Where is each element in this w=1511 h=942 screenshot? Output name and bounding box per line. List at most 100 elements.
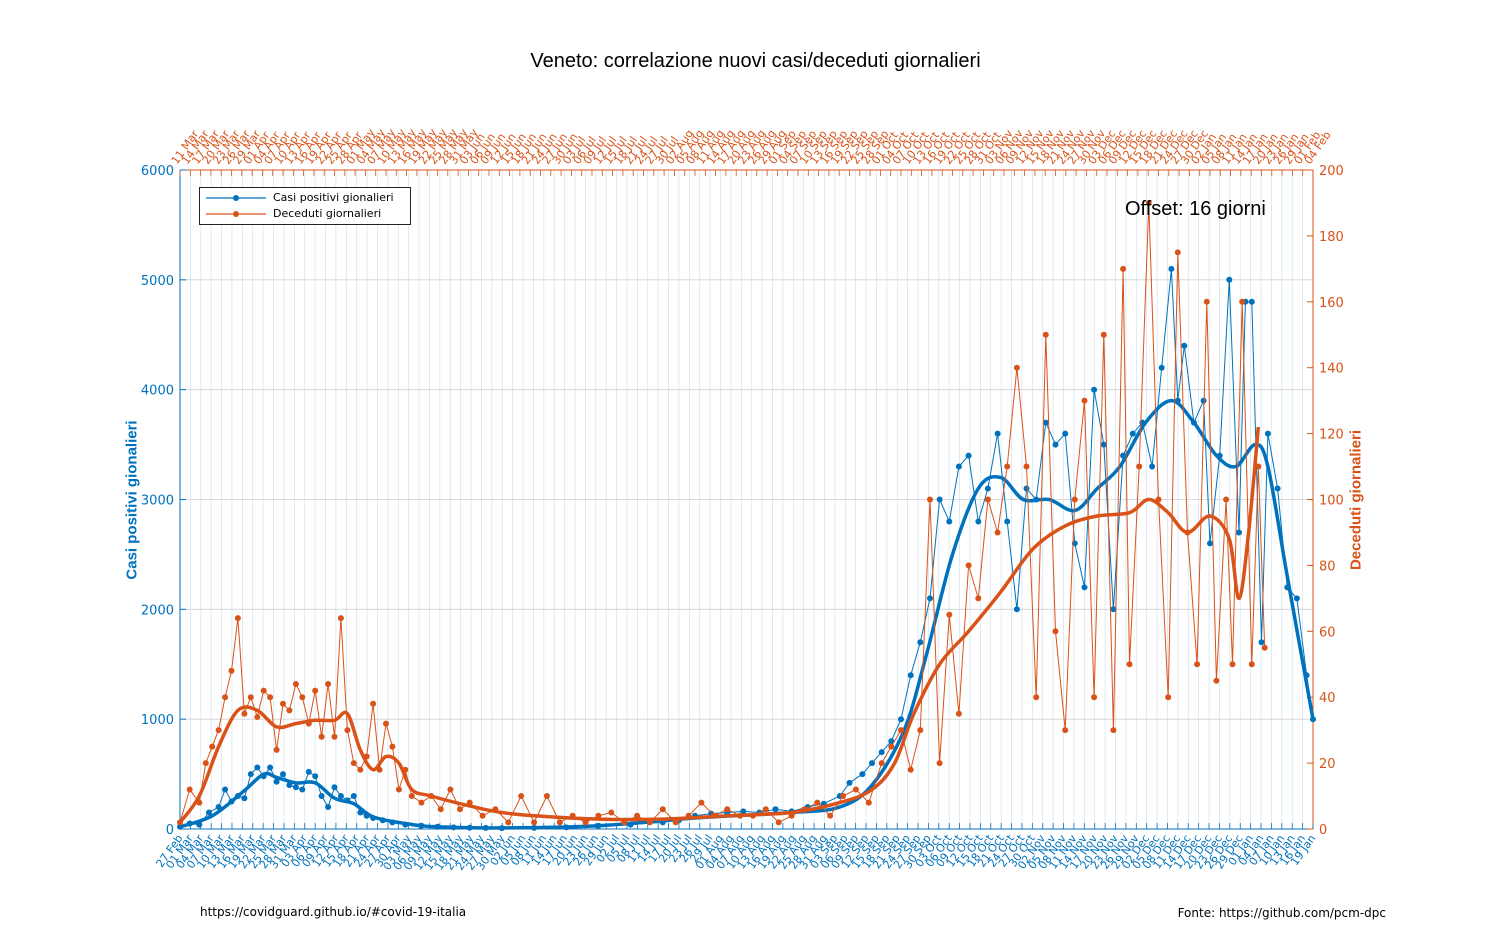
- series-cases-point: [280, 771, 286, 778]
- y-tick-label-right: 40: [1319, 691, 1336, 706]
- series-deaths-point: [595, 812, 602, 819]
- series-deaths-point: [1194, 661, 1201, 668]
- y-axis-right-label: Deceduti giornalieri: [1347, 429, 1365, 571]
- series-deaths-point: [370, 700, 377, 707]
- y-tick-label-left: 3000: [141, 494, 174, 509]
- series-deaths-point: [383, 720, 389, 727]
- series-cases-point: [907, 672, 914, 679]
- series-cases-point: [946, 518, 953, 525]
- series-deaths-point: [840, 793, 847, 799]
- series-deaths-point: [209, 743, 216, 750]
- y-tick-label-right: 80: [1319, 559, 1336, 574]
- series-cases-point: [917, 639, 924, 646]
- series-cases-point: [1158, 364, 1165, 371]
- series-cases-point: [740, 808, 747, 815]
- series-deaths-point: [437, 806, 444, 813]
- y-tick-label-right: 60: [1319, 625, 1336, 640]
- series-cases-point: [1100, 441, 1107, 448]
- series-cases-point: [772, 806, 779, 813]
- series-deaths-point: [331, 733, 338, 740]
- series-cases-point: [247, 771, 254, 778]
- series-deaths-point: [389, 743, 396, 750]
- series-cases-point: [869, 760, 875, 767]
- y-tick-label-left: 4000: [141, 384, 174, 399]
- series-cases-point: [337, 793, 344, 799]
- series-deaths-point: [927, 496, 933, 503]
- series-cases-point: [1110, 606, 1117, 613]
- series-cases-point: [1258, 639, 1265, 646]
- series-deaths-point: [1136, 463, 1143, 470]
- series-deaths-point: [1255, 463, 1262, 470]
- series-deaths-point: [247, 694, 254, 701]
- series-deaths-point: [299, 694, 306, 701]
- series-deaths-point: [1004, 463, 1011, 470]
- series-deaths-point: [672, 819, 679, 826]
- series-cases-smooth-line: [179, 398, 1315, 830]
- series-cases-point: [878, 749, 885, 756]
- legend-swatch-deaths: [206, 211, 266, 217]
- legend-item-cases: Casi positivi gionalieri: [200, 190, 410, 206]
- y-tick-label-right: 140: [1319, 362, 1344, 377]
- series-deaths-point: [337, 615, 344, 622]
- series-deaths-point: [556, 819, 563, 826]
- y-tick-label-left: 5000: [141, 274, 174, 289]
- series-deaths-point: [659, 806, 666, 813]
- series-deaths-point: [344, 727, 351, 734]
- y-tick-label-right: 160: [1319, 296, 1344, 311]
- series-deaths-point: [254, 714, 261, 720]
- series-deaths-point: [350, 760, 357, 767]
- offset-annotation: Offset: 16 giorni: [1125, 198, 1266, 220]
- series-deaths-point: [888, 743, 895, 750]
- series-cases-point: [1274, 485, 1281, 492]
- series-deaths-point: [202, 760, 209, 767]
- series-cases-point: [1091, 386, 1098, 393]
- series-cases-point: [1052, 441, 1059, 448]
- series-deaths-point: [292, 681, 299, 687]
- series-deaths-point: [1013, 364, 1020, 371]
- series-cases-point: [267, 764, 274, 771]
- series-deaths-point: [582, 819, 589, 826]
- series-deaths-point: [1062, 727, 1069, 734]
- series-cases-point: [965, 452, 972, 459]
- series-deaths-point: [984, 496, 991, 503]
- series-deaths-point: [408, 793, 415, 799]
- series-deaths-point: [222, 694, 229, 701]
- series-deaths-point: [518, 793, 525, 799]
- y-tick-label-left: 2000: [141, 603, 174, 618]
- series-deaths-point: [1100, 331, 1107, 338]
- series-deaths-point: [762, 806, 769, 813]
- series-cases-point: [1042, 419, 1049, 426]
- legend-label-cases: Casi positivi gionalieri: [273, 191, 394, 204]
- y-axis-left-label: Casi positivi gionalieri: [123, 420, 141, 580]
- series-deaths-point: [286, 707, 293, 714]
- series-deaths-point: [946, 611, 953, 618]
- series-deaths-point: [267, 694, 274, 701]
- series-cases-point: [305, 768, 312, 775]
- series-cases-point: [1248, 298, 1255, 305]
- series-deaths-point: [273, 746, 280, 753]
- series-cases-point: [292, 784, 299, 791]
- y-tick-label-left: 6000: [141, 164, 174, 179]
- series-cases-point: [994, 430, 1001, 437]
- series-deaths-point: [814, 799, 821, 806]
- series-deaths-point: [357, 766, 364, 773]
- series-deaths-point: [325, 681, 332, 687]
- series-cases-point: [206, 809, 212, 816]
- y-tick-label-right: 200: [1319, 164, 1344, 179]
- series-cases-point: [1236, 529, 1242, 536]
- footer-source-right[interactable]: Fonte: https://github.com/pcm-dpc: [1177, 906, 1386, 920]
- series-cases-point: [1062, 430, 1069, 437]
- series-deaths-point: [936, 760, 943, 767]
- series-cases-point: [1004, 518, 1011, 525]
- footer-source-left[interactable]: https://covidguard.github.io/#covid-19-i…: [200, 905, 467, 919]
- series-deaths-point: [312, 687, 319, 694]
- series-cases-point: [888, 738, 895, 745]
- series-deaths-point: [975, 595, 982, 602]
- series-cases-point: [299, 786, 306, 793]
- series-deaths-point: [608, 809, 615, 816]
- series-cases-point: [975, 518, 982, 525]
- series-deaths-point: [318, 733, 325, 740]
- series-cases-point: [1013, 606, 1020, 613]
- series-deaths-point: [878, 760, 885, 767]
